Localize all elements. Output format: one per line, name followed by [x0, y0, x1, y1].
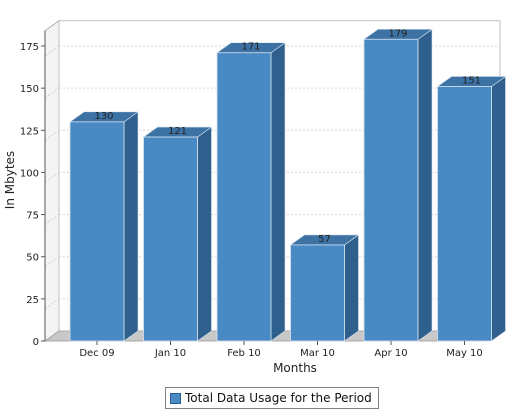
bar [363, 28, 433, 342]
bar-side [270, 42, 286, 342]
data-label: 57 [318, 234, 331, 245]
x-tick-label: Jan 10 [154, 348, 186, 359]
y-tick-label: 25 [26, 295, 39, 306]
bar-front [216, 52, 272, 342]
bar-front [437, 86, 492, 342]
bar [436, 75, 507, 342]
x-tick-label: Feb 10 [227, 348, 261, 359]
bars: 130 121 171 57 179 151 [69, 28, 507, 342]
x-axis-title: Months [273, 361, 317, 375]
gridline-diagonal [44, 129, 60, 141]
data-label: 179 [388, 28, 407, 39]
bar-front [69, 121, 125, 342]
y-tick-label: 100 [20, 168, 39, 179]
y-tick-label: 50 [26, 253, 39, 264]
y-tick-label: 175 [20, 42, 39, 53]
y-tick-label: 0 [33, 337, 39, 348]
gridline-diagonal [44, 172, 60, 183]
x-tick-label: Mar 10 [300, 348, 335, 359]
y-tick-label: 150 [20, 84, 39, 95]
bar [216, 42, 286, 342]
y-axis-ticks: 0 25 50 75 100 125 150 175 [20, 30, 46, 348]
gridline-diagonal [44, 214, 60, 225]
x-tick-label: May 10 [446, 348, 483, 359]
y-tick-label: 75 [26, 211, 39, 222]
bar-front [290, 244, 345, 342]
gridline-diagonal [44, 87, 60, 99]
bar-side [123, 111, 139, 342]
x-tick-label: Apr 10 [374, 348, 407, 359]
left-wall [44, 19, 60, 342]
data-label: 151 [462, 75, 481, 86]
y-tick-label: 125 [20, 126, 39, 137]
bar-side [344, 234, 359, 342]
gridline-diagonal [44, 256, 60, 268]
bar-side [417, 28, 433, 342]
bar [69, 111, 139, 342]
bar-front [363, 38, 419, 342]
legend: Total Data Usage for the Period [165, 387, 379, 409]
bar [142, 126, 213, 342]
data-label: 171 [241, 42, 260, 53]
gridline-diagonal [44, 298, 60, 310]
bar [289, 234, 360, 342]
legend-swatch [170, 392, 181, 404]
data-label: 130 [94, 111, 113, 122]
x-tick-label: Dec 09 [79, 348, 114, 359]
bar-side [197, 126, 212, 342]
x-axis-ticks: Dec 09 Jan 10 Feb 10 Mar 10 Apr 10 May 10 [79, 341, 483, 359]
legend-label: Total Data Usage for the Period [185, 391, 372, 405]
y-axis-title: In Mbytes [3, 151, 17, 209]
gridline-diagonal [44, 45, 60, 57]
bar-side [491, 75, 506, 342]
bar-front [143, 136, 198, 342]
data-label: 121 [168, 126, 187, 137]
